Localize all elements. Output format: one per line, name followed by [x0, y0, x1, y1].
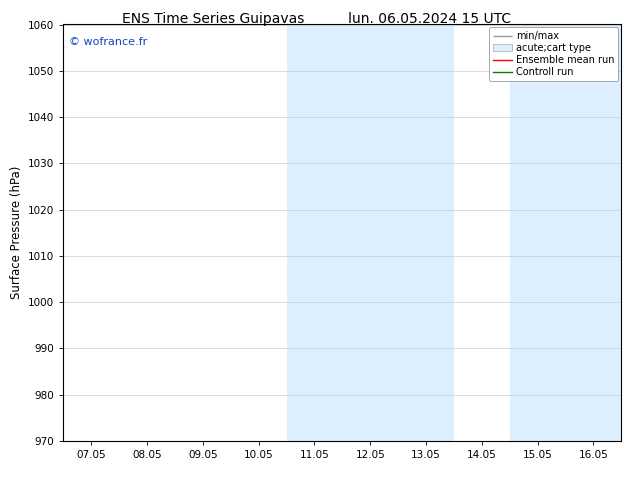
- Bar: [510, 24, 621, 441]
- Bar: [287, 24, 454, 441]
- Y-axis label: Surface Pressure (hPa): Surface Pressure (hPa): [10, 166, 23, 299]
- Legend: min/max, acute;cart type, Ensemble mean run, Controll run: min/max, acute;cart type, Ensemble mean …: [489, 27, 618, 81]
- Text: © wofrance.fr: © wofrance.fr: [69, 37, 147, 47]
- Text: ENS Time Series Guipavas          lun. 06.05.2024 15 UTC: ENS Time Series Guipavas lun. 06.05.2024…: [122, 12, 512, 26]
